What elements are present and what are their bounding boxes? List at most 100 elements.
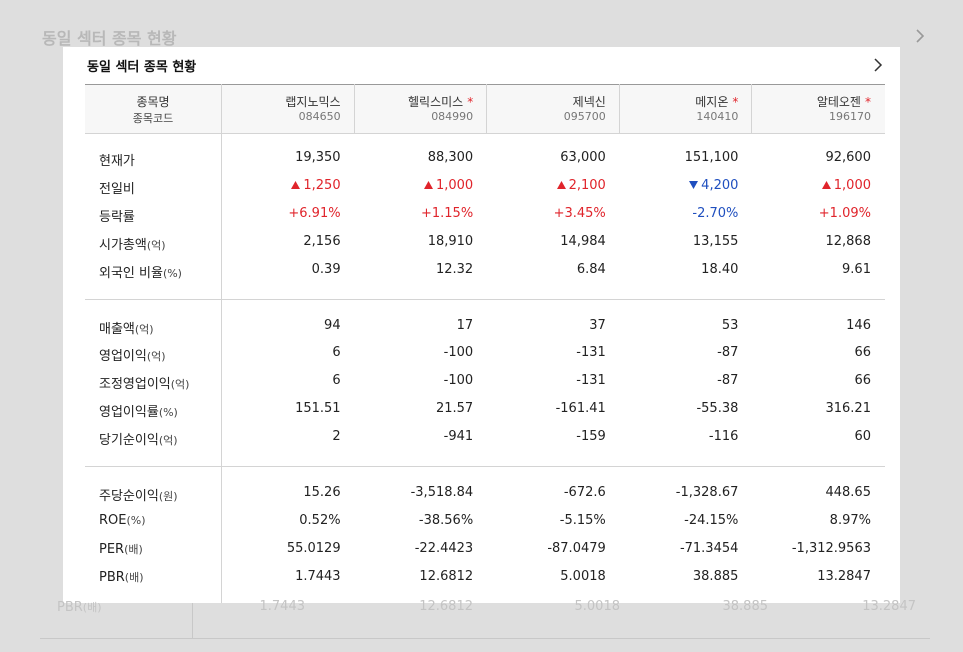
cell-text: 12,868 bbox=[825, 233, 871, 249]
row-label-text: 당기순이익 bbox=[99, 433, 159, 449]
stock-name: 헬릭스미스 * bbox=[354, 93, 474, 110]
cell-value: 6.84 bbox=[486, 262, 606, 277]
cell-text: 53 bbox=[721, 317, 739, 333]
row-label-text: 조정영업이익 bbox=[99, 377, 171, 393]
cell-value: -87 bbox=[619, 373, 739, 389]
cell-value: 55.0129 bbox=[221, 541, 341, 556]
cell-value: 92,600 bbox=[751, 150, 871, 165]
cell-text: -2.70% bbox=[692, 205, 739, 221]
row-label: ROE(%) bbox=[99, 513, 146, 528]
row-label: 등락률 bbox=[99, 206, 135, 225]
column-divider bbox=[751, 84, 753, 133]
stock-name-text[interactable]: 랩지노믹스 bbox=[285, 95, 341, 109]
cell-value: -71.3454 bbox=[619, 541, 738, 556]
cell-value: 37 bbox=[486, 318, 606, 333]
cell-text: 2,156 bbox=[303, 233, 341, 249]
cell-value: +3.45% bbox=[486, 206, 606, 221]
row-label: 조정영업이익(억) bbox=[99, 373, 189, 392]
cell-text: +1.09% bbox=[818, 205, 871, 221]
cell-value: -5.15% bbox=[486, 513, 606, 528]
cell-text: -87 bbox=[717, 373, 739, 389]
cell-text: 63,000 bbox=[560, 150, 606, 165]
cell-text: -5.15% bbox=[559, 512, 606, 528]
cell-value: +6.91% bbox=[221, 205, 341, 221]
cell-text: +3.45% bbox=[553, 205, 606, 221]
column-divider bbox=[486, 84, 488, 133]
cell-value: 38.885 bbox=[619, 569, 739, 584]
stock-marker: * bbox=[467, 95, 474, 109]
row-label: 주당순이익(원) bbox=[99, 485, 178, 504]
row-label-text: 전일비 bbox=[99, 181, 135, 197]
cell-value: -1,312.9563 bbox=[751, 541, 871, 556]
cell-value: 12.32 bbox=[354, 262, 473, 277]
cell-value: -22.4423 bbox=[354, 541, 473, 556]
stock-marker: * bbox=[732, 95, 739, 109]
row-label: 시가총액(억) bbox=[99, 234, 166, 253]
cell-text: 66 bbox=[854, 345, 871, 361]
row-unit: (배) bbox=[124, 542, 143, 556]
stock-name-text[interactable]: 메지온 bbox=[695, 95, 729, 109]
row-label: 영업이익률(%) bbox=[99, 401, 178, 420]
cell-value: 1,000 bbox=[751, 178, 871, 193]
stock-code: 196170 bbox=[828, 110, 871, 123]
cell-text: 19,350 bbox=[295, 150, 341, 165]
stock-marker: * bbox=[864, 95, 871, 109]
row-label: 전일비 bbox=[99, 178, 135, 197]
cell-value: 1,250 bbox=[221, 178, 341, 193]
cell-value: 18,910 bbox=[354, 234, 474, 249]
cell-value: +1.09% bbox=[751, 206, 871, 221]
cell-value: 14,984 bbox=[486, 234, 606, 249]
stock-code: 140410 bbox=[696, 110, 739, 123]
background-cell: 5.0018 bbox=[574, 599, 621, 614]
row-label-text: 현재가 bbox=[99, 154, 135, 169]
change-arrow bbox=[423, 180, 433, 189]
cell-value: -131 bbox=[486, 345, 606, 360]
stock-name-text[interactable]: 제넥신 bbox=[572, 95, 606, 109]
cell-value: 53 bbox=[619, 318, 739, 333]
cell-value: -24.15% bbox=[619, 513, 738, 528]
background-cell: 38.885 bbox=[722, 599, 769, 614]
stock-name: 제넥신 bbox=[486, 93, 606, 110]
cell-text: 60 bbox=[854, 429, 871, 445]
cell-value: 146 bbox=[751, 318, 871, 333]
cell-value: 60 bbox=[751, 429, 871, 444]
row-unit: (배) bbox=[124, 570, 144, 584]
cell-value: 448.65 bbox=[751, 485, 871, 500]
cell-value: 13.2847 bbox=[751, 569, 871, 584]
cell-text: 1,000 bbox=[833, 177, 871, 193]
row-label-text: 등락률 bbox=[99, 209, 135, 225]
cell-value: 63,000 bbox=[486, 150, 606, 165]
cell-text: -672.6 bbox=[563, 485, 606, 500]
cell-text: 5.0018 bbox=[560, 568, 606, 584]
cell-value: 316.21 bbox=[751, 401, 871, 416]
cell-text: 92,600 bbox=[825, 150, 871, 165]
cell-value: 94 bbox=[221, 318, 341, 333]
cell-value: 1,000 bbox=[354, 178, 473, 193]
cell-text: +6.91% bbox=[288, 205, 341, 221]
row-unit: (억) bbox=[134, 322, 154, 336]
cell-text: 94 bbox=[324, 317, 341, 333]
cell-text: 17 bbox=[456, 317, 474, 333]
change-arrow bbox=[821, 180, 831, 189]
cell-value: 1.7443 bbox=[221, 569, 341, 584]
stock-name-text[interactable]: 헬릭스미스 bbox=[407, 95, 464, 109]
cell-text: -55.38 bbox=[696, 401, 739, 417]
cell-value: -1,328.67 bbox=[619, 485, 739, 500]
cell-text: 151,100 bbox=[684, 150, 739, 165]
stock-name-text[interactable]: 알테오젠 bbox=[816, 95, 861, 109]
row-label: 현재가 bbox=[99, 150, 135, 169]
cell-value: -672.6 bbox=[486, 485, 606, 500]
cell-value: -100 bbox=[354, 373, 474, 388]
cell-value: 6 bbox=[221, 345, 340, 360]
cell-text: -131 bbox=[576, 373, 606, 389]
cell-value: 15.26 bbox=[221, 485, 340, 500]
cell-text: -38.56% bbox=[418, 512, 474, 528]
panel-chevron[interactable] bbox=[873, 58, 883, 72]
background-divider bbox=[40, 638, 930, 639]
cell-text: 88,300 bbox=[427, 150, 474, 165]
cell-value: 66 bbox=[751, 373, 871, 388]
header-code-label: 종목코드 bbox=[132, 112, 174, 125]
cell-text: 13.2847 bbox=[817, 568, 871, 584]
panel-title: 동일 섹터 종목 현황 bbox=[87, 60, 197, 75]
cell-text: -941 bbox=[443, 429, 474, 445]
